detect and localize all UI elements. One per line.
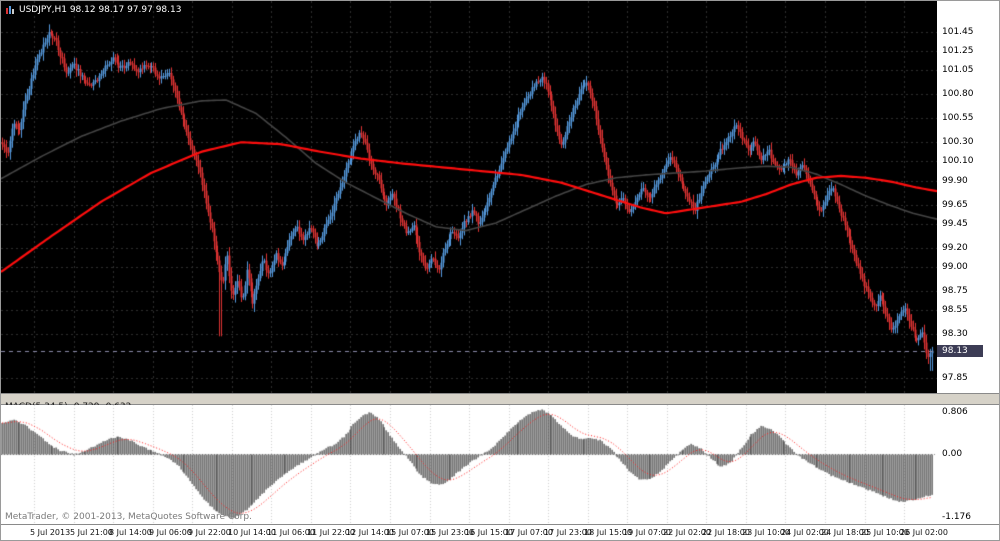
- time-axis-label: 17 Jul 23:00: [544, 528, 592, 537]
- time-axis-label: 11 Jul 06:00: [267, 528, 315, 537]
- price-axis-label: 100.30: [942, 137, 974, 147]
- price-axis-label: 100.80: [942, 89, 974, 99]
- price-axis-label: 99.45: [942, 219, 968, 229]
- time-axis-label: 9 Jul 06:00: [149, 528, 192, 537]
- time-axis-label: 18 Jul 15:00: [584, 528, 632, 537]
- time-axis-label: 10 Jul 14:00: [228, 528, 276, 537]
- time-axis-label: 17 Jul 07:00: [505, 528, 553, 537]
- symbol-ohlc-label: USDJPY,H1 98.12 98.17 97.97 98.13: [5, 5, 181, 15]
- time-axis-label: 5 Jul 21:00: [70, 528, 113, 537]
- copyright-text: MetaTrader, © 2001-2013, MetaQuotes Soft…: [5, 512, 252, 522]
- time-axis-label: 16 Jul 15:00: [465, 528, 513, 537]
- price-chart-canvas[interactable]: [1, 1, 937, 393]
- price-axis-label: 98.75: [942, 286, 968, 296]
- price-axis-label: 101.05: [942, 65, 974, 75]
- price-axis-label: 99.20: [942, 243, 968, 253]
- time-axis[interactable]: 5 Jul 2013 5 Jul 21:00 8 Jul 14:00 9 Jul 06…: [1, 524, 999, 540]
- time-axis-label: 15 Jul 23:00: [426, 528, 474, 537]
- symbol-ohlc-text: USDJPY,H1 98.12 98.17 97.97 98.13: [19, 5, 182, 15]
- macd-chart-canvas[interactable]: [1, 405, 937, 524]
- macd-axis-label: -1.176: [942, 512, 972, 522]
- price-axis-label: 99.65: [942, 200, 968, 210]
- chart-icon: [5, 5, 15, 15]
- time-axis-label: 25 Jul 10:00: [861, 528, 909, 537]
- time-axis-label: 11 Jul 22:00: [307, 528, 355, 537]
- time-axis-label: 8 Jul 14:00: [109, 528, 152, 537]
- current-price-value: 98.13: [942, 346, 968, 356]
- price-axis-label: 101.25: [942, 46, 974, 56]
- macd-axis-label: 0.00: [942, 449, 963, 459]
- time-axis-label: 26 Jul 02:00: [900, 528, 948, 537]
- time-axis-label: 24 Jul 18:00: [821, 528, 869, 537]
- macd-header-strip: MACD(5,34,5) -0.729 -0.632: [1, 393, 999, 412]
- time-axis-label: 22 Jul 02:00: [663, 528, 711, 537]
- price-axis-label: 100.55: [942, 113, 974, 123]
- time-axis-label: 12 Jul 14:00: [346, 528, 394, 537]
- time-axis-label: 23 Jul 10:00: [742, 528, 790, 537]
- price-axis-label: 100.10: [942, 156, 974, 166]
- price-axis-label: 97.85: [942, 373, 968, 383]
- macd-axis[interactable]: 0.806 0.00 -1.176: [937, 405, 999, 524]
- current-price-box: 98.13: [937, 345, 983, 357]
- time-axis-label: 5 Jul 2013: [30, 528, 71, 537]
- time-axis-label: 22 Jul 18:00: [702, 528, 750, 537]
- macd-axis-label: 0.806: [942, 407, 968, 417]
- price-axis[interactable]: 101.45 101.25 101.05 100.80 100.55 100.30 100.…: [937, 1, 999, 393]
- time-axis-label: 24 Jul 02:00: [781, 528, 829, 537]
- price-axis-label: 101.45: [942, 27, 974, 37]
- time-axis-label: 15 Jul 07:00: [386, 528, 434, 537]
- time-axis-label: 9 Jul 22:00: [188, 528, 231, 537]
- price-axis-label: 99.00: [942, 262, 968, 272]
- price-axis-label: 99.90: [942, 176, 968, 186]
- time-axis-label: 19 Jul 07:00: [623, 528, 671, 537]
- price-axis-label: 98.30: [942, 329, 968, 339]
- price-axis-label: 98.55: [942, 305, 968, 315]
